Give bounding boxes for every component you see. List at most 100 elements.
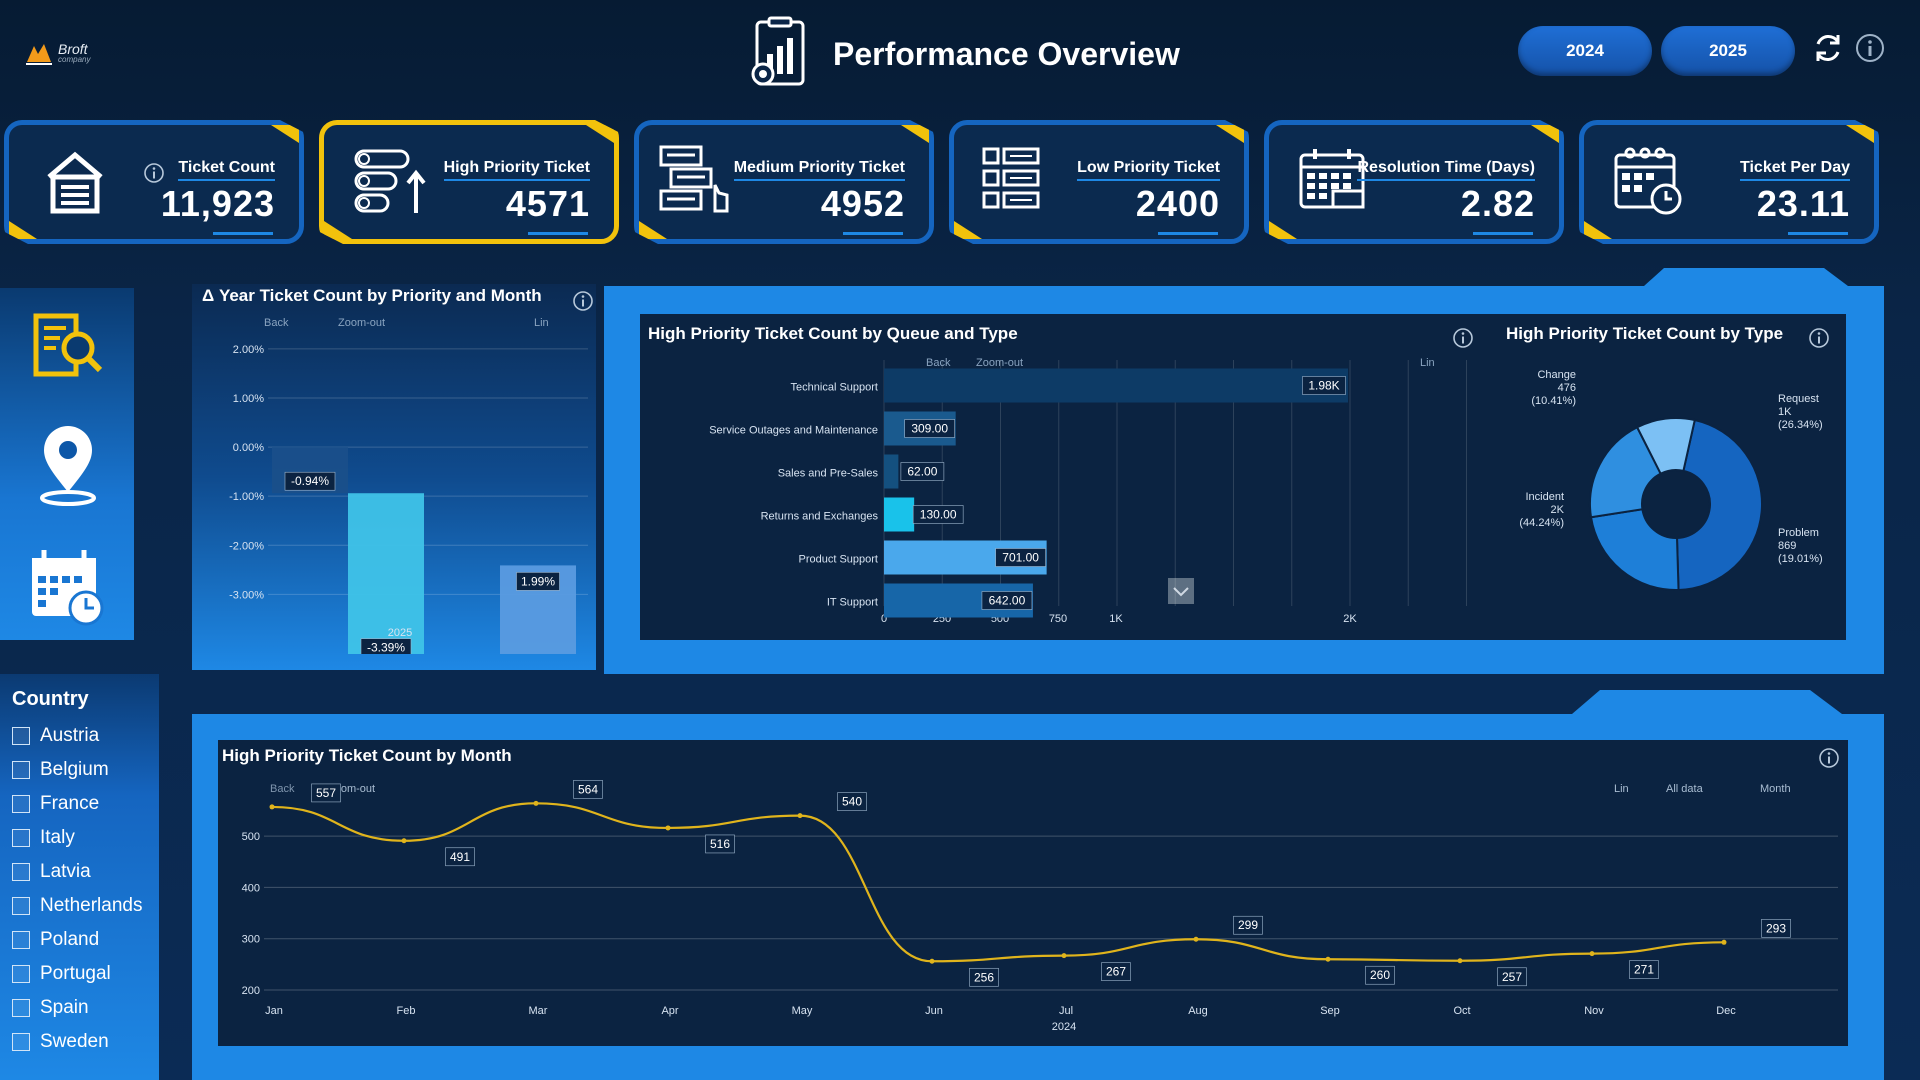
data-label-box [904,419,955,438]
data-label-box [1365,965,1395,985]
donut-slice[interactable] [1675,418,1763,591]
point-value-label: 293 [1766,921,1786,935]
slice-label: Change [1537,369,1576,381]
page-header: Performance Overview [745,16,1180,92]
back-button[interactable]: Back [926,357,951,369]
kpi-card-low-priority[interactable]: Low Priority Ticket 2400 [949,120,1249,244]
donut-slice[interactable] [1589,425,1662,519]
data-label-box [1761,919,1791,938]
chart-info-icon[interactable] [1808,327,1830,349]
data-point[interactable] [401,838,407,844]
country-option[interactable]: Austria [12,719,159,753]
kpi-label: Low Priority Ticket [1077,159,1220,181]
kpi-card-ticket-count[interactable]: Ticket Count 11,923 [4,120,304,244]
back-button[interactable]: Back [264,317,289,329]
checkbox[interactable] [12,761,30,779]
country-option[interactable]: Italy [12,821,159,855]
lin-toggle[interactable]: Lin [1614,783,1629,795]
country-option[interactable]: Portugal [12,957,159,991]
data-point[interactable] [665,825,671,831]
checkbox[interactable] [12,999,30,1017]
card-corner-accent [1584,221,1612,239]
bar[interactable] [884,368,1348,403]
zoom-out-button[interactable]: Zoom-out [976,357,1023,369]
category-label: Service Outages and Maintenance [709,425,878,437]
checkbox[interactable] [12,931,30,949]
country-label: France [40,793,100,814]
month-chart-canvas: Back Zoom-out Lin All data Month 200 300 4… [242,780,1838,1033]
data-label-box [1302,376,1346,395]
data-point[interactable] [1457,958,1463,964]
point-value-label: 540 [842,795,862,809]
kpi-info-icon[interactable] [143,162,165,184]
brand-mark-icon [26,44,52,65]
bar[interactable] [884,454,899,489]
page-title: Performance Overview [833,35,1180,72]
chart-title: High Priority Ticket Count by Month [222,746,512,765]
country-option[interactable]: Belgium [12,753,159,787]
data-point[interactable] [1061,953,1067,959]
lin-toggle[interactable]: Lin [534,317,549,329]
y-tick-label: 200 [242,985,260,997]
country-option[interactable]: France [12,787,159,821]
chart-info-icon[interactable] [572,290,594,312]
kpi-card-ticket-per-day[interactable]: Ticket Per Day 23.11 [1579,120,1879,244]
bar-value-label: -0.94% [291,474,329,488]
year-2024-button[interactable]: 2024 [1518,26,1652,76]
calendar-clock-icon[interactable] [26,544,110,628]
kpi-card-resolution-time[interactable]: Resolution Time (Days) 2.82 [1264,120,1564,244]
kpi-card-high-priority[interactable]: High Priority Ticket 4571 [319,120,619,244]
lin-toggle[interactable]: Lin [1420,357,1435,369]
card-corner-accent [1846,125,1874,143]
info-icon[interactable] [1854,32,1886,64]
country-option[interactable]: Spain [12,991,159,1025]
back-button[interactable]: Back [270,783,295,795]
inbox-tray-icon [47,151,103,214]
donut-slice[interactable] [1589,508,1680,591]
point-value-label: 271 [1634,963,1654,977]
month-dropdown[interactable]: Month [1760,783,1791,795]
data-point[interactable] [929,958,935,964]
checkbox[interactable] [12,897,30,915]
data-point[interactable] [1193,936,1199,942]
country-option[interactable]: Sweden [12,1025,159,1059]
country-option[interactable]: Netherlands [12,889,159,923]
kpi-card-medium-priority[interactable]: Medium Priority Ticket 4952 [634,120,934,244]
category-label: Sales and Pre-Sales [778,468,879,480]
year-2025-button[interactable]: 2025 [1661,26,1795,76]
bar-value-label: 1.99% [521,574,555,588]
checkbox[interactable] [12,1033,30,1051]
checklist-icon [982,147,1040,209]
checkbox[interactable] [12,795,30,813]
scroll-down-button[interactable] [1168,578,1194,604]
waterfall-bar[interactable] [348,493,424,654]
queue-chart-canvas: Back Zoom-out Lin 0 250 500 750 1K 2KTechnica… [709,357,1467,625]
checkbox[interactable] [12,863,30,881]
country-label: Italy [40,827,75,848]
donut-slice[interactable] [1635,417,1696,476]
data-point[interactable] [1589,951,1595,957]
country-option[interactable]: Latvia [12,855,159,889]
checkbox[interactable] [12,965,30,983]
refresh-icon[interactable] [1812,32,1844,64]
data-point[interactable] [797,813,803,819]
checkbox[interactable] [12,727,30,745]
all-data-dropdown[interactable]: All data [1666,783,1704,795]
data-point[interactable] [1721,939,1727,945]
bar[interactable] [884,497,915,532]
point-value-label: 256 [974,970,994,984]
calendar-clock-icon [1614,147,1682,215]
country-option[interactable]: Poland [12,923,159,957]
location-pin-icon[interactable] [26,422,110,506]
y-tick-label: 400 [242,882,260,894]
data-point[interactable] [1325,956,1331,962]
zoom-out-button[interactable]: Zoom-out [338,317,385,329]
chart-info-icon[interactable] [1452,327,1474,349]
chart-info-icon[interactable] [1818,747,1840,769]
data-point[interactable] [533,800,539,806]
slice-label: Problem [1778,527,1819,539]
document-search-icon[interactable] [26,304,110,388]
data-point[interactable] [269,804,275,810]
checkbox[interactable] [12,829,30,847]
